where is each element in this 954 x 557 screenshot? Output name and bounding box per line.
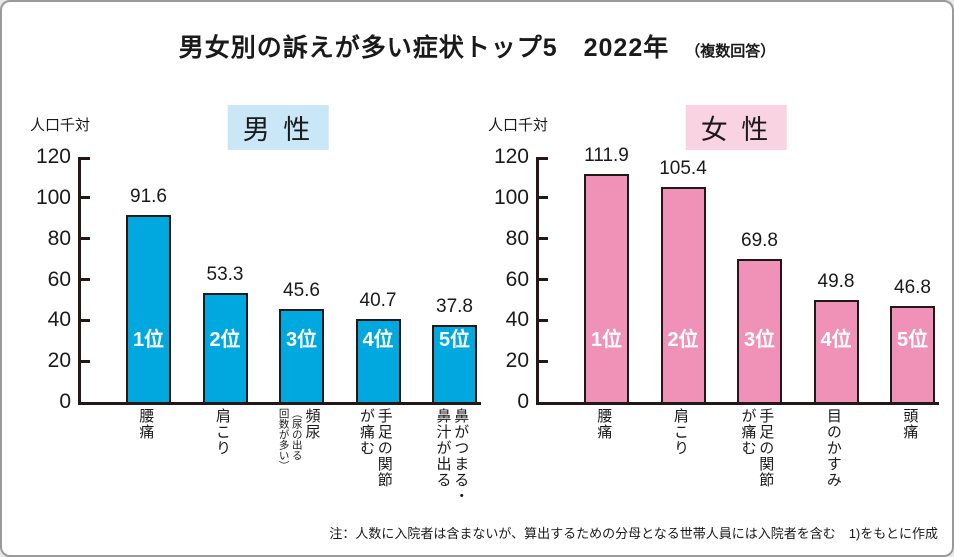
male-bar-plot: 0 20 40 60 80 100 120 1位 91.6 2位 53.3 3位 45.6 4位 40.7 5… — [36, 145, 481, 413]
category-label: 目のかすみ — [824, 408, 842, 488]
y-axis-tick-label: 20 — [505, 349, 529, 373]
category-label: 頻尿 （尿の出る 回数が多い） — [277, 408, 321, 471]
bar: 4位 — [355, 319, 401, 402]
y-axis-unit-label: 人口千対 — [488, 117, 549, 134]
category-text: 腰痛 — [595, 408, 613, 440]
rank-label: 2位 — [667, 329, 699, 351]
rank-label: 1位 — [590, 329, 623, 351]
y-axis-tick-label: 40 — [47, 308, 71, 332]
y-axis-tick-label: 120 — [35, 145, 71, 168]
y-axis-tick — [539, 157, 548, 160]
male-badge: 男 性 — [227, 105, 329, 150]
y-axis-unit-label: 人口千対 — [30, 117, 91, 134]
female-badge: 女 性 — [685, 105, 787, 150]
y-axis-tick — [539, 196, 548, 200]
value-label: 91.6 — [130, 186, 167, 207]
rank-label: 5位 — [438, 329, 471, 351]
y-axis-tick-label: 20 — [47, 349, 71, 373]
category-text: 目のかすみ — [824, 408, 842, 488]
category-label: 鼻がつまる・ 鼻汁が出る — [434, 408, 470, 504]
y-axis-tick — [539, 359, 548, 363]
y-axis-tick — [81, 157, 90, 160]
rank-label: 2位 — [209, 329, 241, 351]
y-axis-tick — [81, 237, 90, 241]
value-label: 45.6 — [283, 280, 320, 301]
y-axis-tick — [81, 196, 90, 200]
bar: 3位 — [737, 259, 782, 402]
y-axis-tick-label: 120 — [493, 145, 529, 168]
female-chart-panel: 人口千対 女 性 0 20 40 60 80 100 120 1位 111.9 2位 105.4 3位… — [486, 102, 944, 522]
footnote: 注：人数に入院者は含まないが、算出するための分母となる世帯人員には入院者を含む … — [329, 526, 938, 541]
category-text: 手足の関節 が痛む — [739, 408, 775, 488]
rank-label: 4位 — [362, 329, 394, 351]
category-label: 手足の関節 が痛む — [739, 408, 775, 488]
value-label: 40.7 — [359, 290, 397, 311]
y-axis-tick — [539, 237, 548, 241]
category-text: 肩こり — [213, 408, 231, 456]
value-label: 49.8 — [817, 271, 855, 292]
y-axis-tick-label: 100 — [35, 185, 71, 209]
y-axis-tick-label: 100 — [493, 185, 529, 209]
y-axis-tick — [81, 278, 90, 281]
bar: 2位 — [660, 187, 706, 402]
category-label: 肩こり — [671, 408, 689, 456]
bar: 2位 — [202, 293, 248, 402]
value-label: 53.3 — [206, 264, 244, 285]
y-axis-tick — [539, 278, 548, 281]
category-label: 手足の関節 が痛む — [357, 408, 393, 488]
category-label: 肩こり — [213, 408, 231, 456]
bar: 3位 — [279, 309, 324, 402]
y-axis-tick — [81, 359, 90, 363]
category-label: 腰痛 — [595, 408, 613, 440]
value-label: 111.9 — [584, 145, 629, 166]
rank-label: 3位 — [285, 329, 318, 351]
category-text: 鼻がつまる・ 鼻汁が出る — [434, 408, 470, 504]
y-axis-tick — [539, 318, 548, 322]
category-text: 頻尿 — [303, 408, 321, 440]
bar: 1位 — [584, 174, 629, 402]
bar: 4位 — [813, 300, 859, 402]
category-text: 肩こり — [671, 408, 689, 456]
bar: 5位 — [890, 306, 935, 402]
value-label: 69.8 — [741, 230, 778, 251]
female-bar-plot: 0 20 40 60 80 100 120 1位 111.9 2位 105.4 3位 69.8 4位 49.… — [494, 145, 939, 413]
y-axis-tick-label: 80 — [47, 226, 71, 250]
category-note: （尿の出る 回数が多い） — [277, 408, 303, 471]
title-text: 男女別の訴えが多い症状トップ5 2022年 — [178, 34, 670, 62]
value-label: 105.4 — [659, 158, 707, 179]
rank-label: 3位 — [743, 329, 776, 351]
rank-label: 4位 — [820, 329, 852, 351]
y-axis-tick-label: 60 — [505, 267, 529, 291]
y-axis-tick-label: 0 — [59, 390, 71, 413]
category-label: 腰痛 — [137, 408, 155, 440]
category-text: 頭痛 — [901, 408, 919, 440]
y-axis-tick — [81, 318, 90, 322]
bar: 5位 — [432, 325, 477, 402]
y-axis-tick-label: 60 — [47, 267, 71, 291]
value-label: 37.8 — [436, 296, 473, 317]
y-axis-tick-label: 80 — [505, 226, 529, 250]
category-text: 腰痛 — [137, 408, 155, 440]
category-label: 頭痛 — [901, 408, 919, 440]
figure-title: 男女別の訴えが多い症状トップ5 2022年 （複数回答） — [2, 28, 952, 64]
rank-label: 5位 — [896, 329, 929, 351]
bar: 1位 — [126, 215, 171, 402]
title-note: （複数回答） — [685, 43, 776, 60]
category-text: 手足の関節 が痛む — [358, 408, 393, 488]
value-label: 46.8 — [894, 277, 931, 298]
male-chart-panel: 人口千対 男 性 0 20 40 60 80 100 120 1位 91.6 2位 53.3 3位 45… — [28, 102, 486, 522]
y-axis-tick-label: 0 — [517, 390, 529, 413]
y-axis-tick-label: 40 — [505, 308, 529, 332]
rank-label: 1位 — [132, 329, 165, 351]
